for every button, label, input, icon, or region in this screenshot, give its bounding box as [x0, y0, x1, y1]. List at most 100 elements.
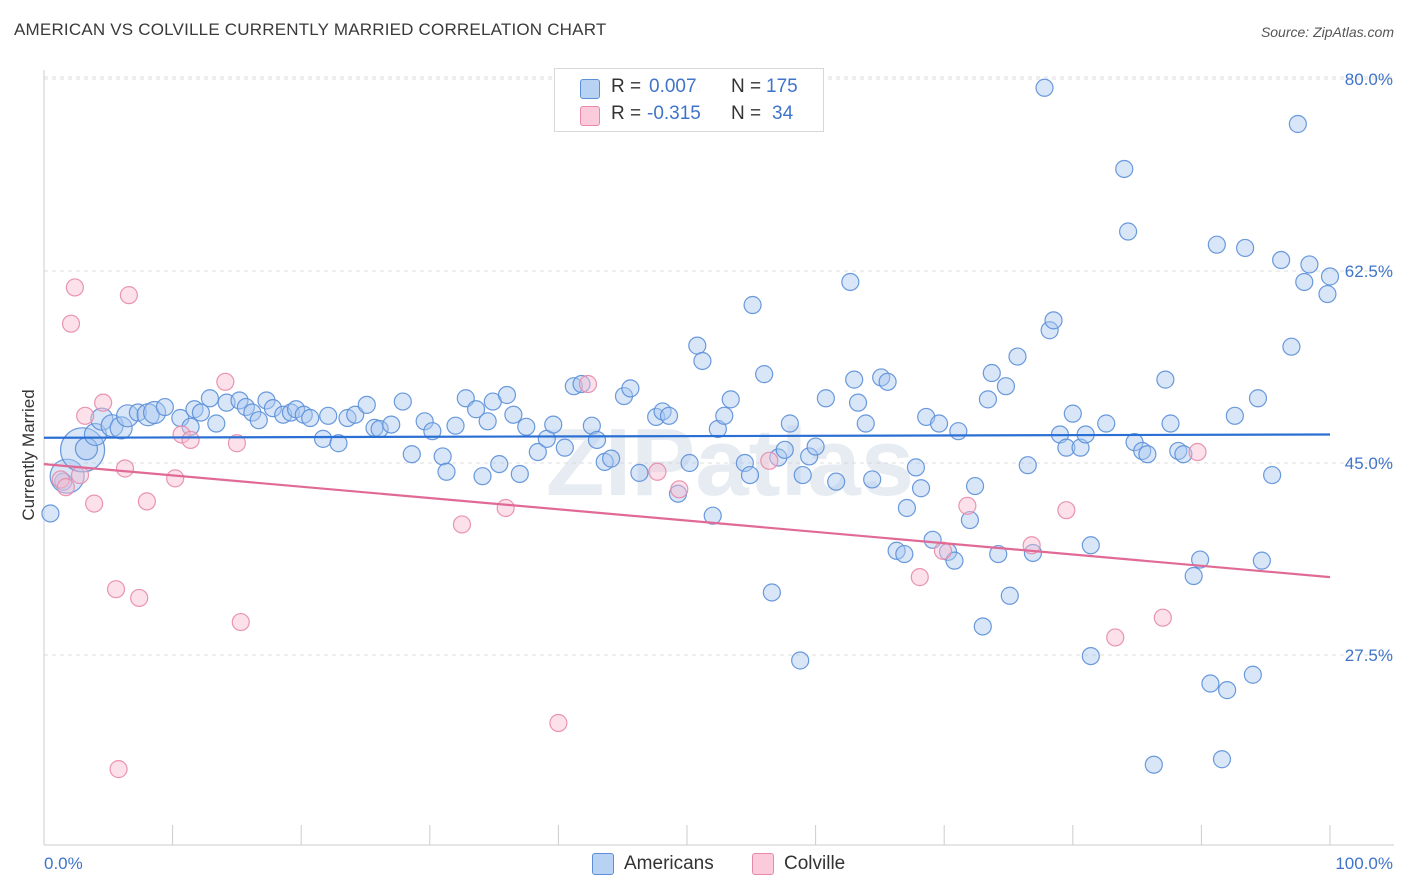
americans-point — [906, 458, 926, 477]
tick-labels: 27.5% 45.0% 62.5% 80.0% 0.0% 100.0% — [44, 70, 1393, 873]
americans-point — [587, 430, 607, 450]
americans-point — [1138, 445, 1157, 464]
americans-point — [848, 393, 868, 412]
colville-point — [1153, 608, 1172, 627]
americans-point — [1161, 414, 1180, 433]
americans-point — [1191, 550, 1210, 569]
americans-point — [1063, 404, 1082, 423]
r-value: 0.007 — [649, 76, 697, 97]
r-value: -0.315 — [647, 103, 701, 124]
colville-point — [106, 580, 126, 599]
americans-point — [1044, 311, 1063, 330]
americans-point — [473, 467, 492, 486]
americans-point — [478, 412, 497, 431]
colville-point — [119, 286, 138, 305]
americans-point — [200, 389, 219, 408]
colville-point — [1106, 628, 1125, 647]
colville-trend-line — [43, 463, 1331, 579]
axes — [43, 70, 1394, 846]
y-tick-label: 62.5% — [1345, 262, 1393, 281]
americans-point — [1318, 284, 1337, 304]
americans-point — [895, 544, 914, 564]
americans-point — [721, 390, 740, 409]
americans-point — [1144, 755, 1163, 774]
americans-point — [1263, 465, 1282, 485]
americans-point — [510, 464, 529, 484]
americans-point — [1118, 222, 1138, 241]
americans-point — [945, 551, 964, 570]
colville-point — [933, 541, 953, 560]
americans-point — [393, 392, 412, 411]
colville-point — [76, 406, 95, 425]
americans-point — [743, 295, 762, 315]
americans-point — [1133, 441, 1152, 461]
americans-point — [1295, 272, 1314, 292]
americans-point — [856, 414, 875, 433]
americans-point — [791, 651, 810, 670]
americans-trend-line — [43, 433, 1331, 439]
americans-point — [437, 462, 456, 481]
americans-point — [544, 415, 563, 434]
americans-point — [1320, 267, 1340, 286]
americans-point — [780, 414, 799, 433]
americans-point — [1169, 441, 1188, 461]
colville-point — [137, 492, 156, 511]
americans-point — [602, 449, 621, 468]
americans-point — [630, 463, 649, 482]
americans-point — [1097, 414, 1116, 433]
americans-point — [109, 416, 133, 440]
colville-point — [648, 462, 667, 481]
y-axis-label: Currently Married — [19, 389, 38, 520]
americans-point — [1212, 750, 1232, 769]
americans-point — [800, 447, 819, 466]
americans-point — [319, 406, 338, 425]
colville-point — [496, 498, 515, 518]
americans-point — [423, 422, 442, 441]
colville-point — [172, 425, 191, 444]
americans-point — [735, 453, 754, 473]
americans-point — [329, 434, 348, 453]
colville-point — [1057, 501, 1076, 520]
americans-point — [703, 506, 722, 525]
americans-point — [1201, 674, 1220, 693]
n-value: 175 — [766, 76, 798, 97]
americans-point — [155, 397, 174, 417]
x-tick-label: 0.0% — [44, 854, 83, 873]
americans-point — [1115, 159, 1134, 179]
americans-point — [433, 447, 452, 466]
colville-point — [760, 451, 779, 470]
americans-point — [929, 414, 949, 433]
americans-point — [845, 370, 864, 389]
colville-point — [578, 374, 598, 394]
americans-point — [949, 422, 968, 441]
americans-point — [1272, 250, 1291, 270]
americans-point — [59, 427, 106, 473]
americans-point — [1225, 406, 1244, 425]
americans-point — [1081, 536, 1100, 555]
colville-point — [181, 430, 200, 450]
correlation-legend: R = 0.007 N = 175 R = -0.315 N = 34 — [554, 68, 824, 132]
americans-point — [230, 391, 249, 410]
colville-point — [85, 494, 104, 513]
americans-point — [504, 405, 523, 424]
colville-point — [130, 588, 149, 608]
americans-point — [382, 415, 401, 434]
americans-point — [793, 465, 812, 485]
americans-point — [346, 405, 365, 424]
colville-point — [549, 713, 568, 733]
colville-point — [94, 393, 113, 412]
americans-point — [1174, 445, 1193, 464]
americans-swatch — [580, 79, 600, 99]
americans-point — [1248, 389, 1268, 408]
americans-point — [863, 470, 882, 489]
americans-point — [357, 395, 376, 414]
americans-point — [142, 400, 167, 425]
americans-point — [762, 583, 781, 602]
americans-point — [806, 437, 825, 456]
colville-point — [670, 480, 689, 499]
americans-point — [301, 408, 320, 428]
colville-point — [56, 478, 75, 497]
americans-swatch — [592, 853, 614, 875]
americans-point — [1252, 551, 1271, 570]
americans-point — [827, 472, 846, 491]
